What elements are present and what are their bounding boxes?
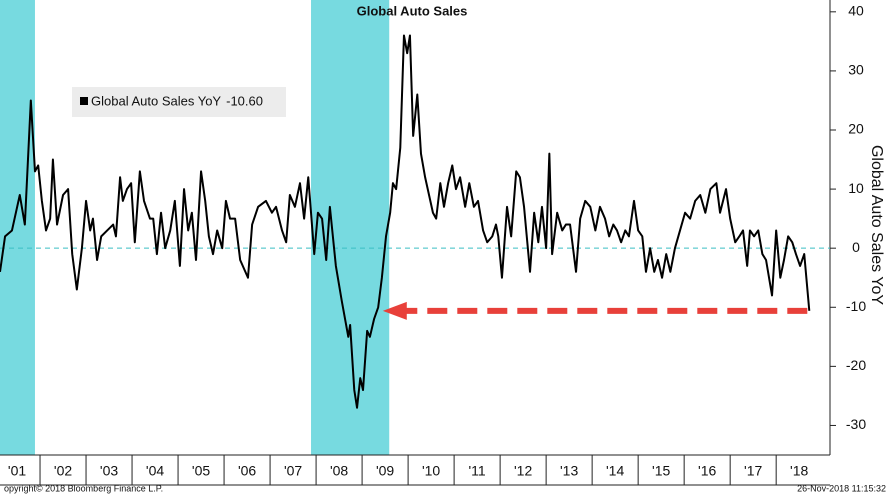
x-tick-label: '10 [422, 463, 440, 479]
legend-box [72, 87, 286, 117]
x-tick-label: '16 [698, 463, 716, 479]
x-tick-label: '07 [284, 463, 302, 479]
x-tick-label: '06 [238, 463, 256, 479]
legend-swatch [80, 97, 88, 105]
x-tick-label: '18 [790, 463, 808, 479]
x-tick-label: '12 [514, 463, 532, 479]
y-tick-label: -30 [846, 416, 866, 432]
y-axis-label: Global Auto Sales YoY [868, 145, 885, 305]
recession-band [0, 0, 35, 455]
series-line [0, 34, 811, 409]
legend-label: Global Auto Sales YoY [91, 93, 221, 108]
y-tick-label: 30 [848, 62, 864, 78]
chart-title: Global Auto Sales [357, 3, 468, 18]
y-tick-label: -20 [846, 357, 866, 373]
footer-timestamp: 26-Nov-2018 11:15:32 [797, 483, 886, 493]
x-tick-label: '08 [330, 463, 348, 479]
x-tick-label: '03 [100, 463, 118, 479]
x-tick-label: '15 [652, 463, 670, 479]
y-tick-label: 40 [848, 3, 864, 19]
arrow-head [382, 301, 407, 320]
y-tick-label: 20 [848, 121, 864, 137]
x-tick-label: '14 [606, 463, 624, 479]
plot-background [0, 0, 390, 455]
recession-band [311, 0, 390, 455]
x-tick-label: '13 [560, 463, 578, 479]
x-tick-label: '17 [744, 463, 762, 479]
legend-value: -10.60 [226, 93, 263, 108]
x-tick-label: '04 [146, 463, 164, 479]
y-tick-label: 0 [852, 239, 860, 255]
x-tick-label: '09 [376, 463, 394, 479]
footer-copyright: opyright© 2018 Bloomberg Finance L.P. [4, 483, 163, 493]
y-tick-label: 10 [848, 180, 864, 196]
x-tick-label: '11 [469, 463, 486, 479]
x-tick-label: '05 [192, 463, 210, 479]
x-tick-label: '02 [54, 463, 72, 479]
y-tick-label: -10 [846, 298, 866, 314]
legend: Global Auto Sales YoY -10.60 [72, 87, 286, 117]
x-tick-label: '01 [8, 463, 26, 479]
